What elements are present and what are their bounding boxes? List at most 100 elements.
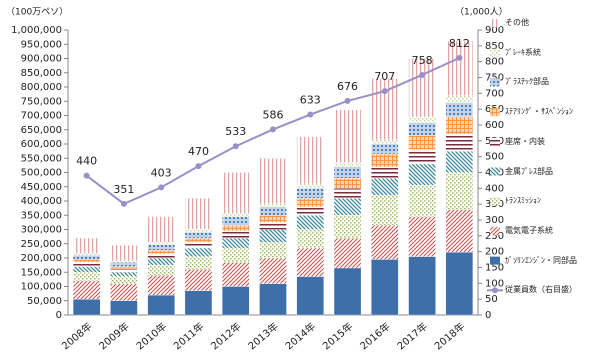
legend-label: ﾌﾟﾗｽﾁｯｸ部品: [505, 77, 549, 87]
bar-segment: [110, 283, 138, 301]
bar-segment: [333, 188, 362, 199]
legend-label: ｽﾃｱﾘﾝｸﾞ・ｻｽﾍﾟﾝｼｮﾝ: [505, 107, 573, 117]
y2-tick-label: 700: [485, 88, 504, 99]
bar-segment: [184, 197, 213, 230]
bar-segment: [222, 172, 250, 214]
line-marker: [83, 172, 90, 179]
y2-tick-label: 0: [485, 310, 491, 321]
line-marker: [270, 126, 276, 133]
bar-segment: [445, 116, 474, 135]
y2-tick-label: 50: [485, 294, 498, 305]
bar-segment: [259, 283, 287, 316]
bar-segment: [259, 215, 287, 223]
x-tick-label: 2008年: [59, 320, 95, 353]
y-tick-label: 750,000: [21, 96, 62, 107]
bar-segment: [110, 272, 138, 277]
line-marker: [344, 97, 351, 104]
bar-segment: [184, 256, 213, 270]
y-tick-label: 700,000: [21, 111, 62, 122]
bar-segment: [147, 257, 175, 266]
bar-segment: [333, 197, 362, 216]
legend-label: 金属ﾌﾟﾚｽ部品: [505, 166, 553, 176]
data-label: 403: [151, 166, 172, 179]
y2-tick-label: 850: [485, 41, 504, 52]
bar-segment: [259, 203, 287, 207]
data-label: 470: [188, 145, 209, 158]
bar-segment: [72, 266, 101, 273]
bar-segment: [147, 250, 175, 254]
data-label: 351: [113, 183, 134, 196]
bar-segment: [296, 215, 324, 230]
bar-segment: [296, 183, 324, 189]
y2-tick-label: 200: [485, 247, 504, 258]
line-marker: [419, 71, 426, 78]
bar-segment: [184, 242, 213, 249]
bar-segment: [445, 252, 474, 316]
bar-segment: [147, 253, 175, 259]
y-tick-label: 600,000: [21, 139, 62, 150]
bar-segment: [259, 158, 287, 204]
bar-segment: [371, 143, 399, 155]
x-tick-label: 2010年: [134, 320, 170, 353]
legend-swatch: [490, 256, 500, 265]
y2-tick-label: 300: [485, 215, 504, 226]
y2-tick-label: 900: [485, 25, 504, 36]
legend-swatch: [490, 48, 500, 57]
legend-label: ｶﾞｿﾘﾝｴﾝｼﾞﾝ・同部品: [505, 255, 577, 265]
bar-segment: [333, 162, 362, 167]
bar-segment: [110, 262, 138, 267]
bar-segment: [371, 225, 399, 260]
legend-swatch: [490, 108, 500, 117]
legend-swatch: [490, 137, 500, 146]
y2-tick-label: 400: [485, 183, 504, 194]
data-label: 586: [263, 108, 284, 121]
y-tick-label: 800,000: [21, 82, 62, 93]
bar-segment: [296, 247, 324, 277]
bar-segment: [72, 299, 101, 316]
data-label: 812: [449, 37, 470, 50]
bar-segment: [147, 244, 175, 251]
y-tick-label: 850,000: [21, 68, 62, 79]
legend-swatch: [490, 167, 500, 176]
line-marker: [232, 143, 239, 150]
bar-segment: [184, 269, 213, 291]
bar-segment: [408, 185, 436, 217]
bar-segment: [445, 102, 474, 118]
bar-segment: [147, 264, 175, 276]
bar-segment: [72, 254, 101, 260]
y-tick-label: 650,000: [21, 125, 62, 136]
bar-segment: [184, 229, 213, 233]
bar-segment: [445, 41, 474, 96]
y2-tick-label: 150: [485, 263, 504, 274]
bar-segment: [110, 276, 138, 284]
bar-segment: [445, 133, 474, 152]
bar-segment: [445, 95, 474, 103]
x-tick-label: 2015年: [320, 320, 356, 353]
legend-label: 座席・内装: [505, 136, 545, 146]
bar-segment: [408, 116, 436, 123]
bar-segment: [445, 150, 474, 173]
x-tick-label: 2017年: [394, 320, 430, 353]
bar-segment: [222, 213, 250, 217]
line-marker: [456, 54, 463, 61]
bar-segment: [222, 247, 250, 263]
bar-segment: [147, 274, 175, 296]
data-label: 533: [225, 125, 246, 138]
data-label: 676: [337, 80, 358, 93]
bar-segment: [259, 222, 287, 230]
data-label: 707: [374, 70, 395, 83]
bar-segment: [371, 178, 399, 196]
bar-segment: [371, 195, 399, 226]
bar-segment: [222, 225, 250, 232]
bar-segment: [371, 139, 399, 145]
legend-swatch: [490, 78, 500, 87]
data-label: 633: [300, 94, 321, 107]
x-tick-label: 2014年: [283, 320, 319, 353]
y-tick-label: 150,000: [21, 267, 62, 278]
y-tick-label: 450,000: [21, 182, 62, 193]
bar-segment: [371, 153, 399, 167]
bar-segment: [72, 272, 101, 281]
legend-swatch: [490, 226, 500, 235]
bar-segment: [333, 109, 362, 163]
bar-segment: [147, 294, 175, 316]
